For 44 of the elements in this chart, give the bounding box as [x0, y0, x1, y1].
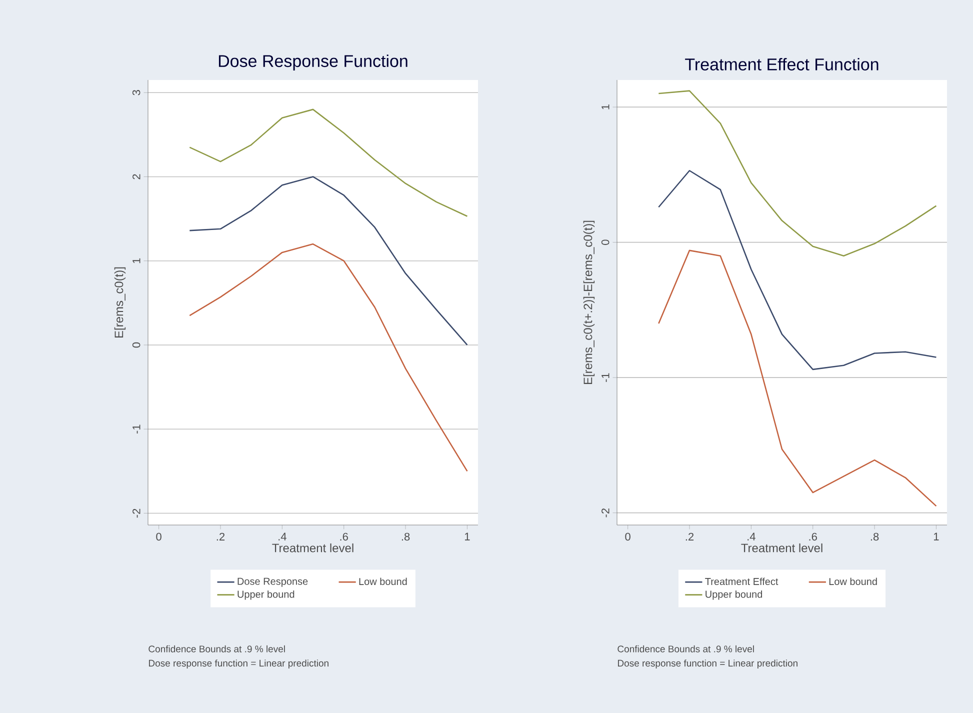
line-series	[188, 176, 468, 346]
chart-title: Dose Response Function	[218, 54, 408, 70]
y-tick-label: 1	[132, 258, 140, 264]
line-series	[658, 170, 937, 370]
line-series	[658, 90, 937, 256]
y-tick-label: -2	[602, 508, 610, 518]
y-axis-title: E[rems_c0(t+.2)]-E[rems_c0(t)]	[583, 220, 595, 384]
x-tick-label: .6	[340, 532, 348, 541]
x-tick-label: .8	[870, 532, 879, 541]
x-tick-label: 1	[934, 532, 939, 540]
line-series	[188, 243, 468, 472]
y-tick-label: 0	[132, 342, 140, 348]
x-tick-label: .2	[216, 532, 225, 540]
y-tick-label: -2	[132, 508, 140, 518]
y-tick-label: 3	[132, 90, 140, 96]
legend-label: Low bound	[829, 578, 877, 586]
x-tick-label: .4	[748, 532, 756, 540]
x-tick-label: .6	[809, 532, 817, 541]
text: Confidence Bounds at .9 % level	[148, 645, 285, 652]
line-series	[658, 250, 937, 507]
x-tick-label: .4	[278, 532, 286, 540]
y-tick-label: 0	[601, 240, 610, 245]
x-tick-label: .8	[402, 532, 410, 541]
legend-label: Upper bound	[238, 590, 294, 600]
text: Confidence Bounds at .9 % level	[618, 645, 754, 652]
y-tick-label: 1	[602, 104, 610, 110]
legend-label: Upper bound	[706, 590, 762, 600]
legend-label: Treatment Effect	[705, 578, 778, 586]
y-axis-title: E[rems_c0(t)]	[114, 267, 126, 338]
x-axis-title: Treatment level	[741, 543, 822, 552]
text: Dose response function = Linear prediction	[148, 660, 328, 668]
y-tick-label: 2	[132, 174, 140, 180]
x-axis-title: Treatment level	[272, 543, 354, 552]
chart-title: Treatment Effect Function	[685, 58, 878, 70]
text: Dose response function = Linear prediction	[618, 660, 798, 668]
y-tick-label: -1	[602, 373, 610, 382]
legend-label: Dose Response	[238, 578, 308, 587]
x-tick-label: .2	[686, 532, 694, 540]
legend-label: Low bound	[359, 578, 407, 586]
y-tick-label: -1	[132, 424, 140, 434]
x-tick-label: 1	[464, 532, 470, 540]
line-series	[188, 108, 468, 217]
x-tick-label: 0	[156, 532, 162, 541]
x-tick-label: 0	[625, 532, 630, 541]
